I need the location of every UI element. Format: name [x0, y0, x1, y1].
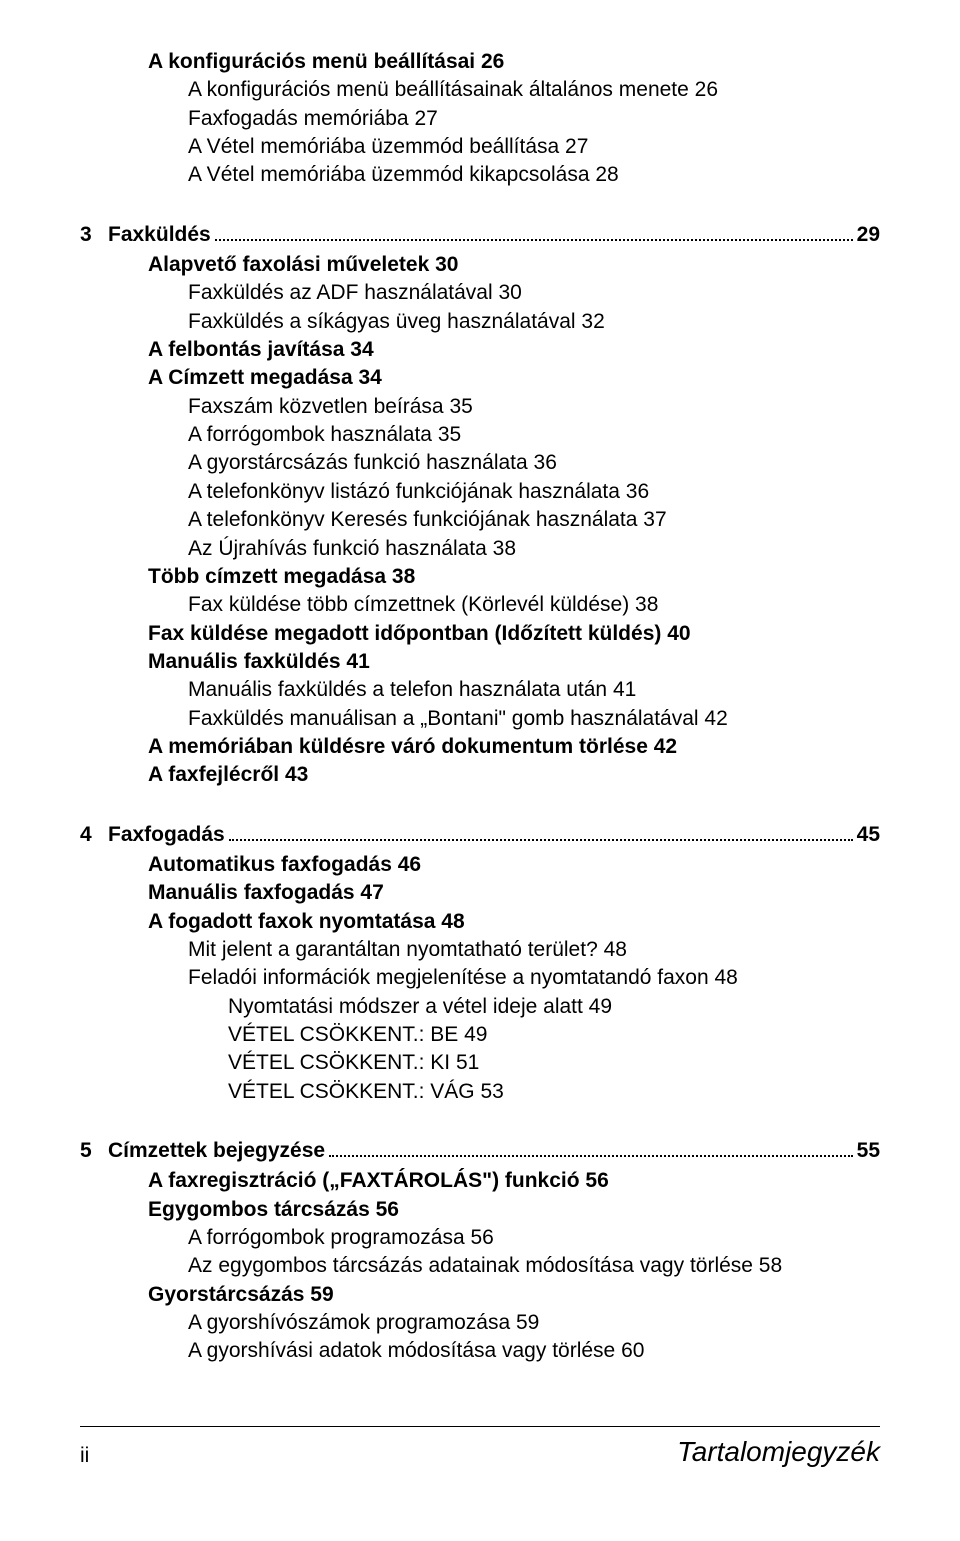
toc-entry: Nyomtatási módszer a vétel ideje alatt 4… [228, 993, 880, 1021]
page-number: ii [80, 1442, 89, 1470]
toc-entry: A Vétel memóriába üzemmód kikapcsolása 2… [188, 161, 880, 189]
leader-dots [215, 218, 853, 241]
leader-dots [229, 818, 853, 841]
toc-entry: Faxküldés az ADF használatával 30 [188, 279, 880, 307]
section-title: Faxfogadás [108, 821, 225, 849]
toc-entry: A konfigurációs menü beállításai 26 [148, 48, 880, 76]
toc-entry: Az Újrahívás funkció használata 38 [188, 535, 880, 563]
toc-section-5: 5 Címzettek bejegyzése 55 [80, 1134, 880, 1165]
toc-entry: A faxregisztráció („FAXTÁROLÁS") funkció… [148, 1167, 880, 1195]
toc-entry: Mit jelent a garantáltan nyomtatható ter… [188, 936, 880, 964]
toc-block-5: A faxregisztráció („FAXTÁROLÁS") funkció… [108, 1167, 880, 1365]
section-page: 55 [857, 1137, 880, 1165]
toc-entry: VÉTEL CSÖKKENT.: VÁG 53 [228, 1078, 880, 1106]
toc-entry: Faxfogadás memóriába 27 [188, 105, 880, 133]
toc-entry: VÉTEL CSÖKKENT.: BE 49 [228, 1021, 880, 1049]
toc-entry: Automatikus faxfogadás 46 [148, 851, 880, 879]
toc-block-4: Automatikus faxfogadás 46 Manuális faxfo… [108, 851, 880, 1106]
toc-entry: Több címzett megadása 38 [148, 563, 880, 591]
toc-entry: A gyorshívási adatok módosítása vagy tör… [188, 1337, 880, 1365]
toc-entry: Manuális faxküldés 41 [148, 648, 880, 676]
section-page: 29 [857, 221, 880, 249]
toc-section-3: 3 Faxküldés 29 [80, 218, 880, 249]
section-number: 4 [80, 821, 108, 849]
toc-entry: Gyorstárcsázás 59 [148, 1281, 880, 1309]
toc-entry: Faxszám közvetlen beírása 35 [188, 393, 880, 421]
section-number: 5 [80, 1137, 108, 1165]
toc-entry: A memóriában küldésre váró dokumentum tö… [148, 733, 880, 761]
toc-entry: Fax küldése megadott időpontban (Időzíte… [148, 620, 880, 648]
toc-entry: A gyorshívószámok programozása 59 [188, 1309, 880, 1337]
toc-section-4: 4 Faxfogadás 45 [80, 818, 880, 849]
toc-entry: Feladói információk megjelenítése a nyom… [188, 964, 880, 992]
toc-entry: A fogadott faxok nyomtatása 48 [148, 908, 880, 936]
toc-entry: A felbontás javítása 34 [148, 336, 880, 364]
toc-entry: A forrógombok programozása 56 [188, 1224, 880, 1252]
toc-entry: A Címzett megadása 34 [148, 364, 880, 392]
toc-entry: A telefonkönyv listázó funkciójának hasz… [188, 478, 880, 506]
section-title: Címzettek bejegyzése [108, 1137, 325, 1165]
toc-entry: A telefonkönyv Keresés funkciójának hasz… [188, 506, 880, 534]
toc-entry: A forrógombok használata 35 [188, 421, 880, 449]
toc-block-3: Alapvető faxolási műveletek 30 Faxküldés… [108, 251, 880, 790]
toc-entry: A faxfejlécről 43 [148, 761, 880, 789]
toc-entry: Fax küldése több címzettnek (Körlevél kü… [188, 591, 880, 619]
toc-entry: Egygombos tárcsázás 56 [148, 1196, 880, 1224]
toc-entry: A gyorstárcsázás funkció használata 36 [188, 449, 880, 477]
toc-entry: Alapvető faxolási műveletek 30 [148, 251, 880, 279]
toc-entry: A Vétel memóriába üzemmód beállítása 27 [188, 133, 880, 161]
toc-entry: Manuális faxfogadás 47 [148, 879, 880, 907]
toc-entry: VÉTEL CSÖKKENT.: KI 51 [228, 1049, 880, 1077]
toc-entry: A konfigurációs menü beállításainak álta… [188, 76, 880, 104]
section-page: 45 [857, 821, 880, 849]
page-footer: ii Tartalomjegyzék [80, 1426, 880, 1471]
toc-entry: Faxküldés a síkágyas üveg használatával … [188, 308, 880, 336]
toc-block-2-continued: A konfigurációs menü beállításai 26 A ko… [108, 48, 880, 190]
toc-entry: Manuális faxküldés a telefon használata … [188, 676, 880, 704]
footer-title: Tartalomjegyzék [677, 1433, 880, 1471]
leader-dots [329, 1134, 853, 1157]
toc-entry: Az egygombos tárcsázás adatainak módosít… [188, 1252, 880, 1280]
toc-entry: Faxküldés manuálisan a „Bontani" gomb ha… [188, 705, 880, 733]
section-number: 3 [80, 221, 108, 249]
section-title: Faxküldés [108, 221, 211, 249]
